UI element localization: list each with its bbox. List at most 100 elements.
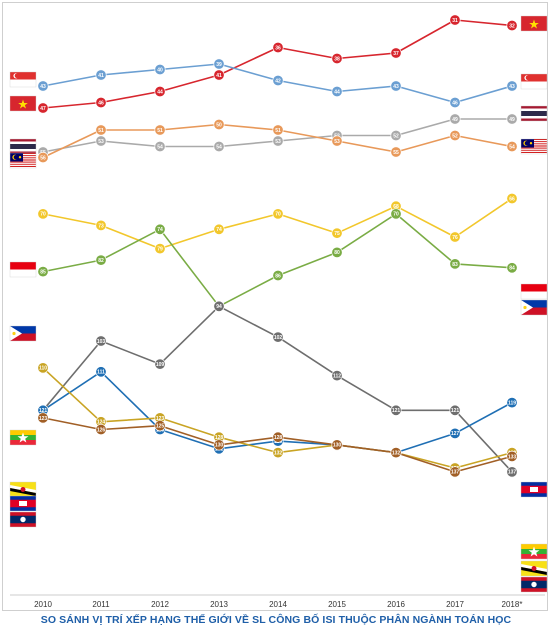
- data-point: [154, 243, 166, 255]
- data-label: 39: [216, 62, 222, 68]
- data-point: [95, 219, 107, 231]
- data-label: 132: [392, 450, 401, 456]
- malaysia-flag: [9, 152, 37, 169]
- data-label: 76: [452, 235, 458, 241]
- data-point: [213, 300, 225, 312]
- data-point: [272, 331, 284, 343]
- data-point: [154, 223, 166, 235]
- data-label: 41: [98, 73, 104, 79]
- data-point: [95, 335, 107, 347]
- data-point: [331, 135, 343, 147]
- singapore-flag: [9, 71, 37, 88]
- data-label: 38: [334, 56, 340, 62]
- myanmar-flag: [520, 543, 548, 560]
- data-point: [390, 130, 402, 142]
- data-label: 70: [275, 212, 281, 218]
- data-label: 54: [509, 144, 515, 150]
- x-tick-label: 2014: [269, 600, 287, 609]
- x-tick-label: 2018*: [502, 600, 523, 609]
- data-point: [213, 141, 225, 153]
- data-point: [272, 447, 284, 459]
- data-label: 53: [275, 139, 281, 145]
- data-point: [449, 258, 461, 270]
- data-point: [331, 370, 343, 382]
- x-tick-label: 2011: [92, 600, 110, 609]
- data-label: 51: [275, 128, 281, 134]
- data-point: [154, 64, 166, 76]
- data-point: [37, 362, 49, 374]
- data-label: 53: [98, 139, 104, 145]
- data-point: [37, 152, 49, 164]
- data-label: 79: [157, 246, 163, 252]
- data-point: [154, 124, 166, 136]
- data-label: 121: [392, 408, 401, 414]
- data-label: 51: [157, 128, 163, 134]
- data-label: 37: [393, 51, 399, 57]
- data-point: [95, 254, 107, 266]
- data-label: 73: [98, 223, 104, 229]
- thailand-flag: [9, 138, 37, 155]
- data-label: 54: [216, 144, 222, 150]
- data-label: 36: [275, 45, 281, 51]
- brunei-flag: [9, 481, 37, 498]
- data-point: [154, 420, 166, 432]
- data-label: 132: [274, 450, 283, 456]
- data-label: 52: [452, 133, 458, 139]
- data-point: [331, 86, 343, 98]
- data-point: [506, 80, 518, 92]
- data-label: 130: [333, 443, 342, 449]
- x-tick-label: 2016: [387, 600, 405, 609]
- data-point: [154, 358, 166, 370]
- data-label: 41: [216, 73, 222, 79]
- data-label: 103: [97, 339, 106, 345]
- data-point: [390, 146, 402, 158]
- data-label: 111: [97, 370, 105, 376]
- data-point: [95, 423, 107, 435]
- data-point: [506, 466, 518, 478]
- series-line-2: [42, 118, 512, 153]
- data-label: 42: [275, 78, 281, 84]
- data-label: 54: [157, 144, 163, 150]
- data-point: [449, 97, 461, 109]
- data-label: 84: [509, 266, 515, 272]
- data-point: [390, 208, 402, 220]
- data-label: 126: [97, 427, 106, 433]
- data-label: 74: [216, 227, 222, 233]
- data-point: [37, 80, 49, 92]
- singapore-flag: [520, 73, 548, 90]
- data-label: 128: [274, 435, 283, 441]
- data-point: [331, 52, 343, 64]
- data-label: 43: [393, 84, 399, 90]
- data-label: 66: [509, 196, 515, 202]
- data-point: [272, 124, 284, 136]
- x-tick-label: 2012: [151, 600, 169, 609]
- series-line-5: [42, 213, 513, 308]
- data-point: [272, 269, 284, 281]
- data-label: 85: [40, 269, 46, 275]
- data-label: 133: [508, 454, 517, 460]
- data-label: 47: [40, 106, 46, 112]
- data-label: 86: [275, 273, 281, 279]
- philippines-flag: [520, 299, 548, 316]
- data-point: [95, 366, 107, 378]
- line-chart: 47 46 44 41 36 38 37 31 32 43 41 40 39 42 44 43 46 43 55 53…: [9, 14, 548, 609]
- chart-frame: [2, 2, 548, 611]
- data-label: 43: [509, 84, 515, 90]
- data-point: [331, 246, 343, 258]
- vietnam-flag: [9, 95, 37, 112]
- series-line-4: [42, 197, 513, 250]
- data-label: 94: [216, 304, 222, 310]
- data-label: 110: [39, 366, 47, 372]
- data-label: 46: [452, 100, 458, 106]
- data-point: [272, 431, 284, 443]
- data-label: 127: [451, 431, 460, 437]
- series-points: 47 46 44 41 36 38 37 31 32 43 41 40 39 42 44 43 46 43 55 53…: [37, 14, 518, 478]
- malaysia-flag: [520, 138, 548, 155]
- data-point: [506, 193, 518, 205]
- data-point: [213, 119, 225, 131]
- data-label: 49: [452, 117, 458, 123]
- data-label: 44: [334, 89, 340, 95]
- data-point: [390, 47, 402, 59]
- data-label: 32: [509, 23, 515, 29]
- data-point: [37, 266, 49, 278]
